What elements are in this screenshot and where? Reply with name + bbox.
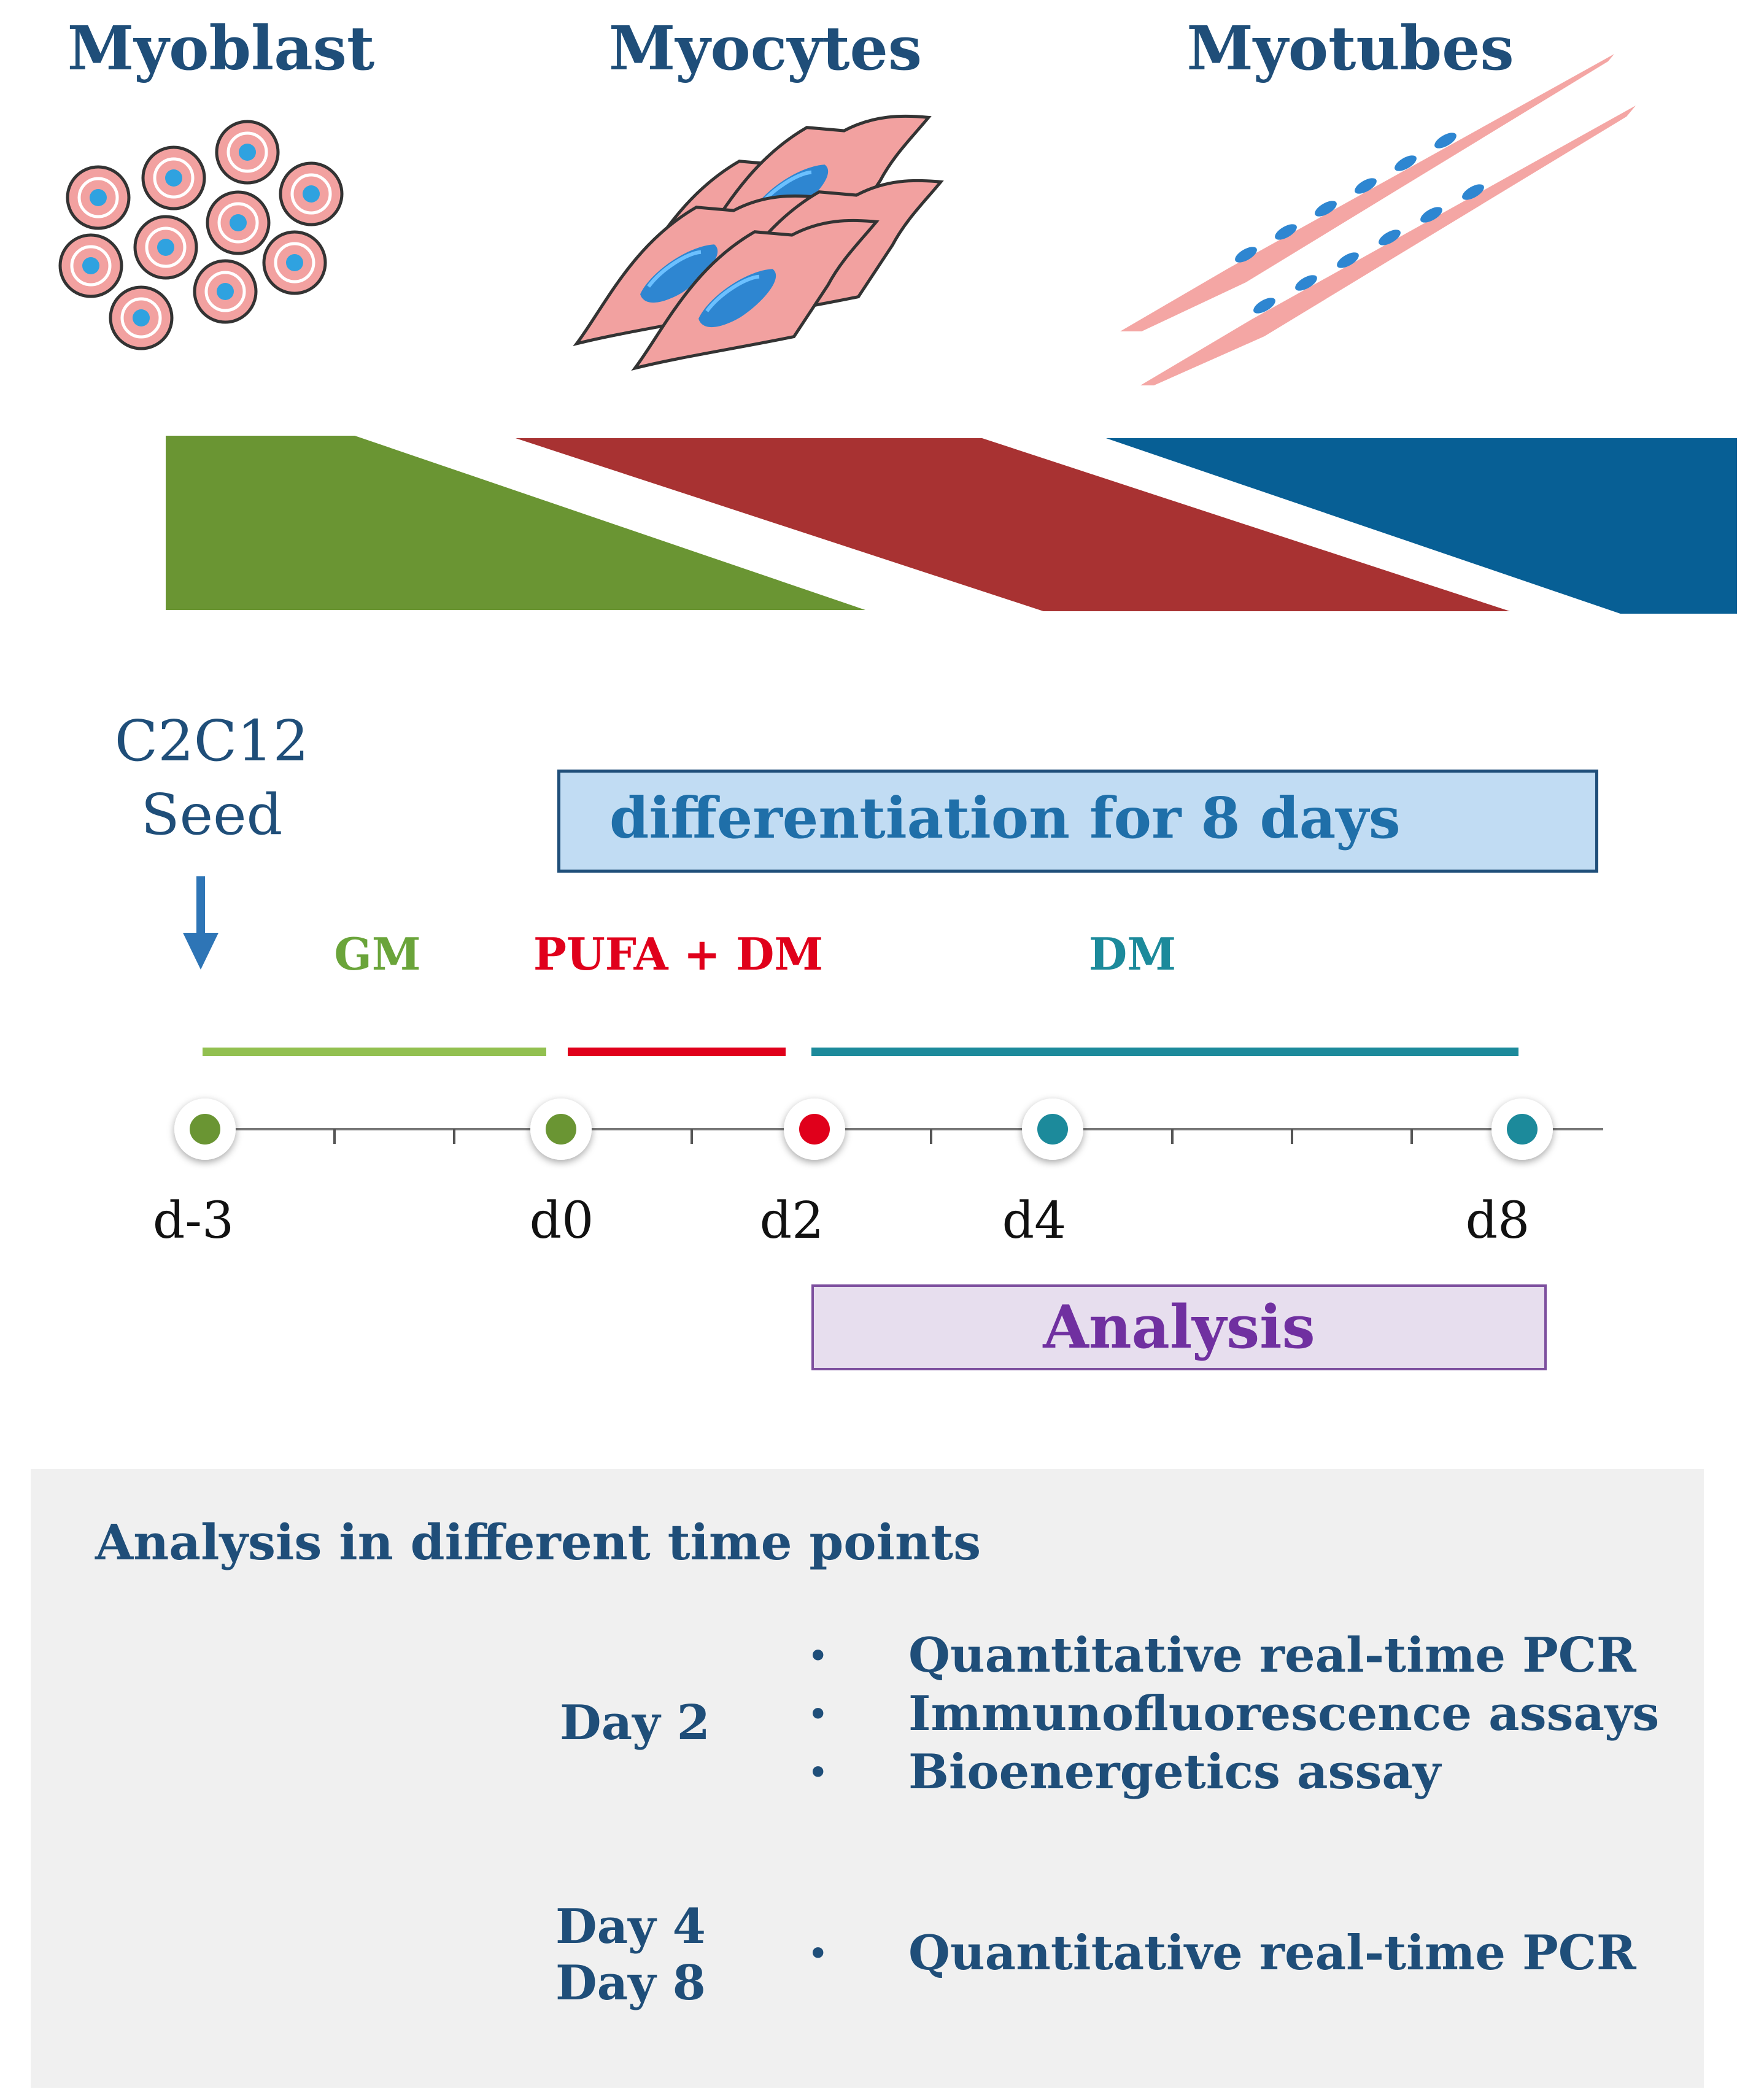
myotube-nucleus <box>1434 133 1456 149</box>
myotube-nucleus <box>1275 224 1297 240</box>
stage-label-myotubes: Myotubes <box>1186 14 1514 84</box>
analysis-item: Immunofluorescence assays <box>908 1686 1660 1742</box>
day-label-d4: d4 <box>1002 1192 1067 1250</box>
day-label-d2: d2 <box>759 1192 824 1250</box>
myotubes-stage-shape <box>1106 438 1737 614</box>
stage-label-myocytes: Myocytes <box>608 14 923 84</box>
myotube-nucleus <box>1235 247 1257 263</box>
pufa-dm-bar <box>568 1048 786 1056</box>
myoblast-cell <box>215 120 280 185</box>
myocytes-stage-shape <box>516 438 1510 611</box>
myotubes-illustration <box>1120 54 1636 385</box>
group-day-label: Day 4 <box>555 1899 706 1955</box>
myoblast-cell <box>133 215 198 280</box>
panel-title: Analysis in different time points <box>95 1513 981 1571</box>
myotube-nucleus <box>1253 298 1275 314</box>
myoblast-cell <box>66 165 131 230</box>
bullet-icon: • <box>807 1751 829 1794</box>
myoblast-cell <box>109 285 174 350</box>
myotube-nucleus <box>1420 207 1442 223</box>
bullet-icon: • <box>807 1635 829 1678</box>
timepoint-marker <box>1491 1098 1553 1160</box>
dm-bar <box>811 1048 1518 1056</box>
myotube-nucleus <box>1295 275 1317 291</box>
myotube-nucleus <box>1379 230 1401 245</box>
bullet-icon: • <box>807 1932 829 1975</box>
myotube-nucleus <box>1462 184 1484 200</box>
seed-label-line1: C2C12 <box>114 708 309 774</box>
myotube <box>1140 106 1636 385</box>
day-label-d-3: d-3 <box>152 1192 234 1250</box>
group-day-label: Day 2 <box>560 1695 710 1751</box>
analysis-item: Bioenergetics assay <box>908 1744 1441 1800</box>
timepoint-marker <box>530 1098 592 1160</box>
timepoint-marker <box>784 1098 845 1160</box>
myotube-nucleus <box>1337 252 1359 268</box>
day-label-d8: d8 <box>1465 1192 1530 1250</box>
medium-label-dm: DM <box>1088 928 1177 980</box>
analysis-label: Analysis <box>1043 1292 1315 1362</box>
myoblast-cell <box>279 161 344 226</box>
myoblast-cells-illustration <box>58 120 344 350</box>
analysis-panel: Analysis in different time points Day 2 … <box>31 1469 1704 2088</box>
group-day-label: Day 8 <box>555 1955 706 2011</box>
myotube-nucleus <box>1355 178 1377 194</box>
medium-label-pufa-dm: PUFA + DM <box>533 928 824 980</box>
myotube-nucleus <box>1395 155 1417 171</box>
seed-label-line2: Seed <box>141 782 283 847</box>
bullet-icon: • <box>807 1693 829 1736</box>
myotube <box>1120 54 1614 331</box>
myoblast-cell <box>141 145 206 210</box>
seed-arrow-icon <box>183 876 219 970</box>
timepoint-marker <box>174 1098 236 1160</box>
differentiation-label: differentiation for 8 days <box>609 785 1401 851</box>
myocytes-illustration <box>573 114 944 371</box>
gm-bar <box>203 1048 546 1056</box>
myotube-nucleus <box>1315 201 1337 217</box>
analysis-box: Analysis <box>811 1284 1547 1370</box>
medium-label-gm: GM <box>334 928 421 980</box>
timepoint-marker <box>1022 1098 1083 1160</box>
timeline-ticks <box>333 1129 1413 1144</box>
differentiation-box: differentiation for 8 days <box>557 770 1598 873</box>
myoblast-cell <box>193 259 258 324</box>
day-label-d0: d0 <box>529 1192 594 1250</box>
analysis-item: Quantitative real-time PCR <box>908 1925 1636 1981</box>
myoblast-cell <box>262 230 327 295</box>
myocyte-cell <box>631 218 880 371</box>
analysis-item: Quantitative real-time PCR <box>908 1627 1636 1683</box>
myoblast-cell <box>58 233 123 298</box>
myoblast-stage-shape <box>166 436 865 610</box>
myoblast-cell <box>206 190 271 255</box>
stage-label-myoblast: Myoblast <box>67 14 375 84</box>
